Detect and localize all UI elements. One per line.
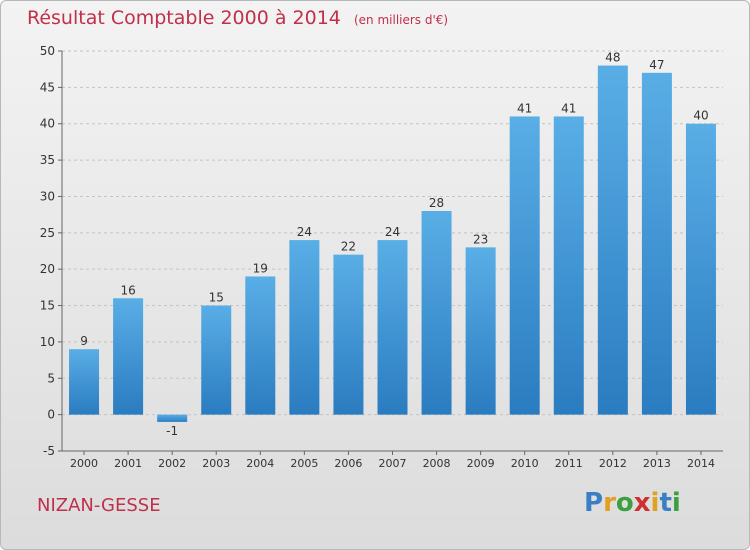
x-tick-label: 2013 [643, 457, 671, 470]
x-tick-label: 2008 [423, 457, 451, 470]
value-label: 41 [517, 101, 532, 115]
y-tick-label: 30 [40, 189, 55, 203]
value-label: 23 [473, 232, 488, 246]
value-label: 41 [561, 101, 576, 115]
x-tick-label: 2004 [246, 457, 274, 470]
logo-letter: x [633, 488, 651, 518]
logo-letter: r [603, 488, 616, 518]
bar [377, 240, 408, 415]
x-tick-label: 2001 [114, 457, 142, 470]
x-tick-label: 2007 [379, 457, 407, 470]
unit-note: (en milliers d'€) [353, 13, 449, 27]
y-tick-label: 5 [47, 371, 55, 385]
x-tick-label: 2014 [687, 457, 715, 470]
proxiti-logo: Proxiti [584, 488, 681, 518]
axes: -5 0 5 10 15 20 25 30 35 40 45 50 2000 2001 2002 2003 20… [40, 44, 723, 470]
bar [465, 247, 496, 415]
bar [421, 211, 452, 415]
bar [597, 65, 628, 415]
logo-letter: P [584, 488, 604, 518]
logo-letter: i [671, 488, 681, 518]
y-tick-label: -5 [43, 444, 55, 458]
bar [553, 116, 584, 415]
y-tick-label: 25 [40, 226, 55, 240]
bar [245, 276, 276, 415]
y-tick-label: 15 [40, 299, 55, 313]
value-label: 22 [341, 240, 356, 254]
x-tick-label: 2012 [599, 457, 627, 470]
y-tick-label: 40 [40, 117, 55, 131]
y-tick-label: 0 [47, 408, 55, 422]
y-tick-label: 50 [40, 44, 55, 58]
x-tick-label: 2005 [290, 457, 318, 470]
x-tick-label: 2010 [511, 457, 539, 470]
bar [157, 414, 188, 422]
bar [113, 298, 144, 415]
bar [69, 349, 100, 415]
value-label: -1 [166, 424, 178, 438]
bars [69, 65, 716, 422]
bar [685, 123, 716, 415]
value-labels: 9 16 -1 15 19 24 22 24 28 23 41 41 48 47 40 [80, 51, 708, 438]
value-label: 16 [120, 283, 135, 297]
y-tick-label: 45 [40, 80, 55, 94]
logo-letter: o [615, 488, 634, 518]
value-label: 24 [297, 225, 312, 239]
bar [641, 72, 672, 415]
commune-name: NIZAN-GESSE [37, 495, 161, 516]
y-tick-label: 10 [40, 335, 55, 349]
value-label: 15 [209, 291, 224, 305]
x-tick-label: 2006 [334, 457, 362, 470]
y-tick-label: 35 [40, 153, 55, 167]
x-tick-label: 2003 [202, 457, 230, 470]
value-label: 28 [429, 196, 444, 210]
value-label: 40 [693, 109, 708, 123]
x-tick-label: 2011 [555, 457, 583, 470]
bar [289, 240, 320, 415]
bar [201, 305, 232, 415]
value-label: 24 [385, 225, 400, 239]
bar [333, 254, 364, 415]
chart-title: Résultat Comptable 2000 à 2014 (en milli… [27, 7, 448, 29]
value-label: 47 [649, 58, 664, 72]
value-label: 9 [80, 334, 88, 348]
value-label: 19 [253, 261, 268, 275]
x-tick-label: 2000 [70, 457, 98, 470]
title-text: Résultat Comptable 2000 à 2014 [27, 7, 341, 29]
logo-letter: t [659, 488, 672, 518]
bar [509, 116, 540, 415]
x-tick-label: 2002 [158, 457, 186, 470]
y-tick-label: 20 [40, 262, 55, 276]
logo-letter: i [650, 488, 660, 518]
x-tick-label: 2009 [467, 457, 495, 470]
value-label: 48 [605, 51, 620, 65]
